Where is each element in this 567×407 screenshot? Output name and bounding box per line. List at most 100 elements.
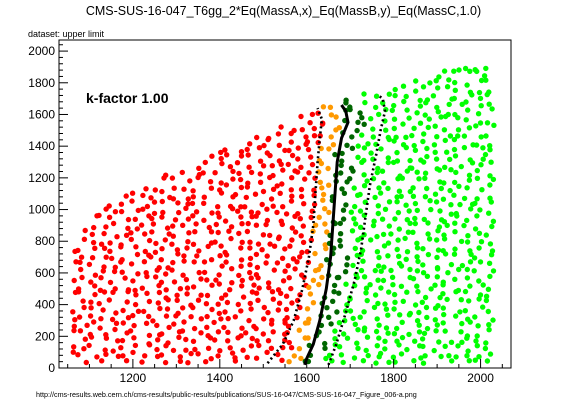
data-point <box>487 147 493 153</box>
data-point <box>308 154 314 160</box>
data-point <box>289 175 295 181</box>
data-point <box>370 134 376 140</box>
data-point <box>440 196 447 202</box>
data-point <box>200 170 206 176</box>
data-point <box>112 209 119 215</box>
data-point <box>397 312 403 318</box>
data-point <box>118 201 125 207</box>
data-point <box>229 280 235 286</box>
data-point <box>236 230 242 237</box>
k-factor-annotation: k-factor 1.00 <box>86 90 169 106</box>
data-point <box>339 186 345 192</box>
y-tick-label: 200 <box>35 329 55 343</box>
data-point <box>283 293 290 299</box>
data-point <box>175 251 181 257</box>
data-point <box>149 229 155 235</box>
data-point <box>146 313 152 320</box>
data-point <box>403 202 409 208</box>
data-point <box>446 353 452 359</box>
data-point <box>204 313 210 320</box>
data-point <box>170 196 177 202</box>
data-point <box>344 142 350 148</box>
data-point <box>471 255 478 261</box>
data-point <box>162 359 169 366</box>
data-point <box>98 241 105 247</box>
data-point <box>381 264 387 270</box>
data-point <box>441 311 447 318</box>
data-point <box>363 285 370 291</box>
data-point <box>344 262 350 268</box>
data-point <box>188 314 194 320</box>
data-point <box>473 338 479 344</box>
data-point <box>351 216 357 222</box>
data-point <box>403 134 409 140</box>
data-point <box>264 150 270 156</box>
data-point <box>97 287 104 293</box>
data-point <box>297 254 303 260</box>
data-point <box>363 290 369 296</box>
data-point <box>245 220 251 227</box>
data-point <box>315 266 322 273</box>
data-point <box>445 111 451 118</box>
data-point <box>208 356 214 362</box>
data-point <box>271 243 278 249</box>
data-point <box>141 259 148 265</box>
data-point <box>432 149 438 155</box>
limit-lines <box>266 94 387 366</box>
data-point <box>298 193 305 200</box>
data-point <box>208 257 215 263</box>
data-point <box>400 298 406 304</box>
data-point <box>400 121 406 127</box>
data-point <box>264 253 270 259</box>
data-point <box>349 145 356 151</box>
data-point <box>306 316 312 322</box>
data-point <box>217 253 223 259</box>
data-point <box>149 215 155 222</box>
data-point <box>449 358 455 364</box>
data-point <box>383 306 390 312</box>
data-point <box>410 185 416 191</box>
data-point <box>130 278 136 284</box>
data-point <box>424 273 431 279</box>
data-point <box>249 335 255 342</box>
data-point <box>458 163 464 170</box>
data-point <box>312 250 318 257</box>
data-point <box>385 185 391 192</box>
data-point <box>253 251 260 258</box>
data-point <box>216 281 222 287</box>
data-point <box>474 213 480 219</box>
data-point <box>337 220 343 227</box>
data-point <box>434 265 441 271</box>
data-point <box>391 291 398 298</box>
data-point <box>436 224 443 230</box>
data-point <box>248 209 255 215</box>
data-point <box>480 304 486 310</box>
data-point <box>285 263 291 269</box>
data-point <box>379 168 386 174</box>
data-point <box>336 320 343 326</box>
data-point <box>486 210 492 216</box>
data-point <box>253 272 260 278</box>
data-point <box>279 255 286 261</box>
data-point <box>249 214 255 220</box>
data-point <box>276 234 282 240</box>
data-point <box>303 134 309 140</box>
data-point <box>280 204 286 210</box>
data-point <box>452 276 458 282</box>
data-point <box>239 277 245 284</box>
data-point <box>468 206 474 212</box>
data-point <box>301 201 307 207</box>
data-point <box>434 134 440 140</box>
data-point <box>119 257 125 263</box>
data-point <box>464 353 470 359</box>
data-point <box>474 175 481 181</box>
data-point <box>412 215 418 222</box>
data-point <box>225 315 231 322</box>
data-point <box>452 220 458 226</box>
data-point <box>432 123 438 129</box>
data-point <box>448 202 454 208</box>
data-point <box>123 358 130 364</box>
data-point <box>135 308 142 314</box>
data-point <box>247 262 253 268</box>
data-point <box>245 180 251 186</box>
